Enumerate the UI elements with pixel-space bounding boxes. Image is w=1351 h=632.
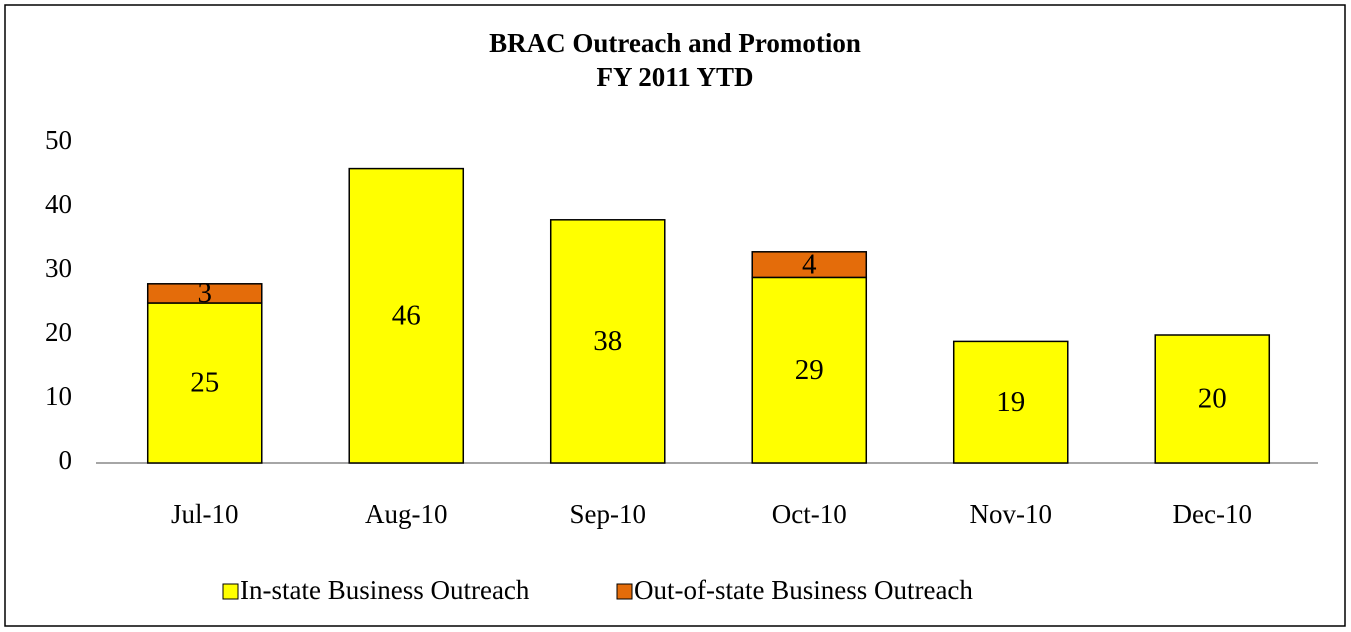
x-tick-label: Aug-10	[365, 499, 448, 529]
y-tick-label: 10	[45, 381, 72, 411]
data-label: 3	[198, 277, 213, 309]
bar-segment	[751, 276, 868, 464]
legend-label: In-state Business Outreach	[240, 575, 530, 605]
bar-segment	[146, 283, 263, 304]
y-tick-label: 50	[45, 125, 72, 155]
x-tick-label: Nov-10	[970, 499, 1053, 529]
data-label: 29	[795, 354, 824, 386]
bar-segment	[549, 219, 666, 464]
bar-segment	[952, 340, 1069, 464]
legend-swatch	[222, 583, 239, 600]
x-tick-label: Oct-10	[772, 499, 847, 529]
data-label: 46	[392, 299, 421, 331]
x-tick-label: Dec-10	[1173, 499, 1252, 529]
bar-segment	[146, 302, 263, 464]
data-label: 19	[996, 386, 1025, 418]
data-label: 4	[802, 248, 817, 280]
x-tick-label: Jul-10	[171, 499, 239, 529]
x-tick-label: Sep-10	[570, 499, 647, 529]
bar-segment	[348, 167, 465, 464]
chart-subtitle: FY 2011 YTD	[596, 62, 753, 92]
y-tick-label: 20	[45, 317, 72, 347]
legend-swatch	[616, 583, 633, 600]
bar-segment	[751, 251, 868, 279]
legend-label: Out-of-state Business Outreach	[634, 575, 973, 605]
bar-segment	[1154, 334, 1271, 464]
y-tick-label: 30	[45, 253, 72, 283]
data-label: 25	[190, 367, 219, 399]
y-tick-label: 40	[45, 189, 72, 219]
chart-title: BRAC Outreach and Promotion	[489, 28, 861, 58]
data-label: 20	[1198, 383, 1227, 415]
y-tick-label: 0	[59, 445, 73, 475]
data-label: 38	[593, 325, 622, 357]
